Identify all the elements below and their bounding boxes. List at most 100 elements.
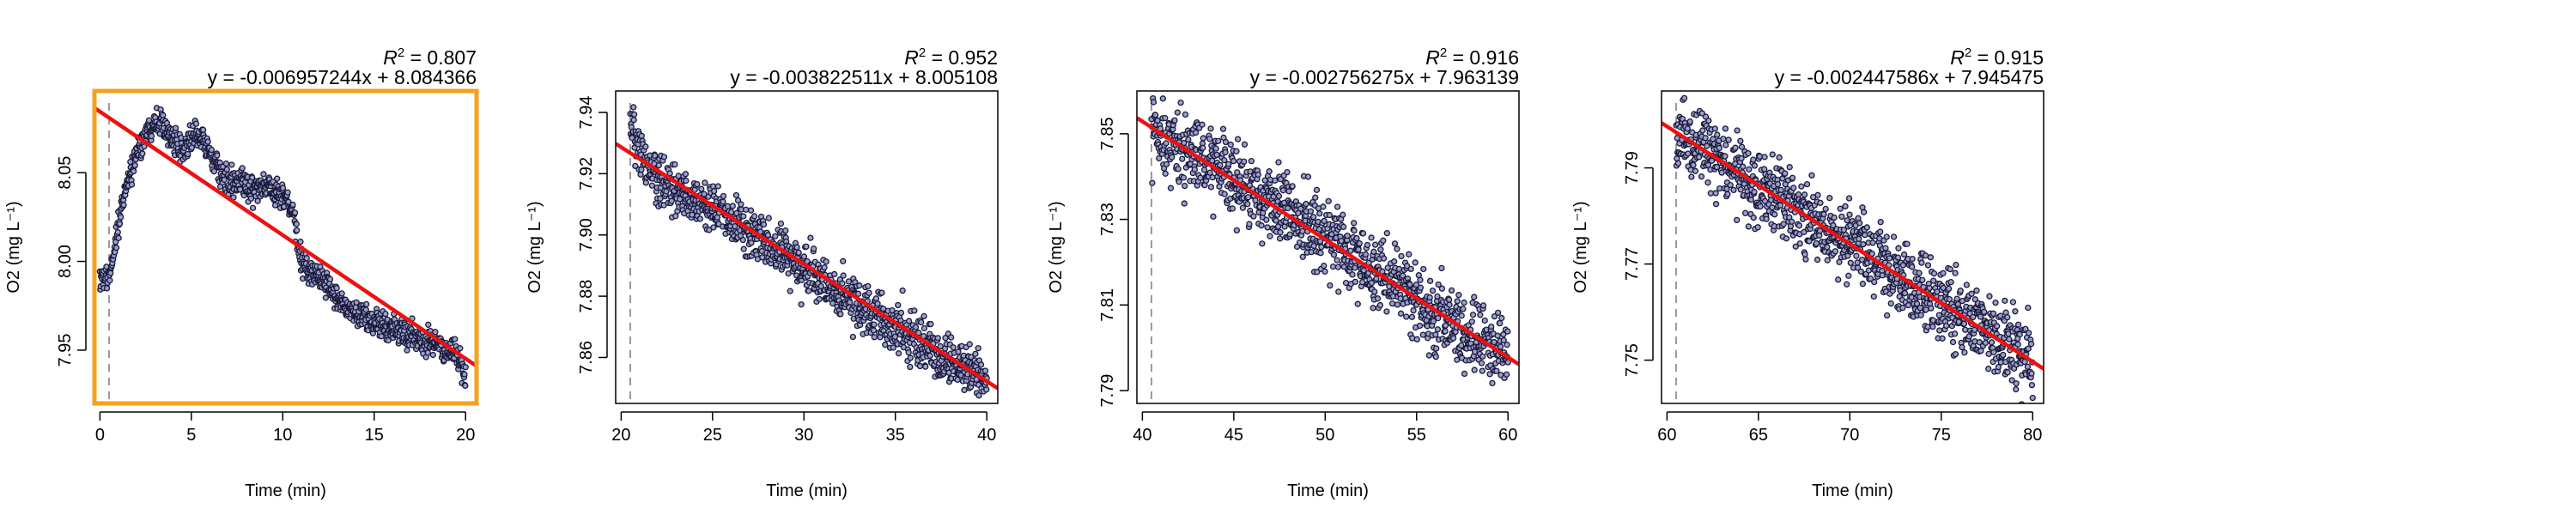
fit-line (94, 106, 477, 368)
y-tick-label: 7.88 (577, 280, 596, 313)
data-point (1817, 199, 1824, 207)
data-point (1734, 216, 1741, 224)
data-point (743, 206, 750, 213)
data-point (1234, 169, 1241, 176)
data-point (1790, 185, 1797, 191)
data-point (1454, 298, 1461, 305)
data-point (677, 196, 683, 203)
data-point (1362, 251, 1370, 258)
data-point (630, 111, 638, 118)
data-point (1435, 281, 1442, 288)
data-point (247, 195, 255, 202)
x-tick-label: 5 (186, 426, 196, 445)
data-point (1963, 282, 1970, 288)
data-point (666, 170, 673, 177)
data-point (1222, 138, 1230, 146)
data-point (632, 162, 639, 170)
y-axis: 7.95 8.00 8.05 O2 (mg L⁻¹) (4, 156, 87, 367)
data-point (1686, 118, 1693, 125)
data-point (1315, 226, 1323, 233)
data-point (1275, 159, 1282, 166)
data-point (966, 341, 973, 348)
data-point (1771, 211, 1778, 218)
data-point (1182, 111, 1189, 118)
data-point (840, 272, 847, 279)
data-point (637, 171, 644, 178)
data-point (2025, 345, 2032, 352)
data-point (948, 334, 955, 341)
data-point (1824, 257, 1831, 264)
data-point (424, 349, 431, 356)
data-point (1151, 112, 1159, 118)
data-point (1899, 304, 1906, 312)
fit-line (1662, 121, 2044, 371)
plot-frame (615, 90, 999, 404)
data-point (279, 185, 287, 191)
data-point (871, 321, 878, 328)
data-point (1718, 169, 1725, 176)
data-point (1200, 135, 1206, 142)
y-axis-title: O2 (mg L⁻¹) (1047, 201, 1066, 293)
data-point (1992, 299, 1999, 306)
data-point (1182, 182, 1188, 190)
data-point (1769, 151, 1776, 158)
data-point (1947, 278, 1954, 286)
data-point (1255, 171, 1261, 179)
data-point (1162, 114, 1169, 122)
data-point (1234, 136, 1242, 142)
data-point (1469, 312, 1477, 318)
data-point (1953, 261, 1959, 269)
data-point (1722, 125, 1729, 132)
data-point (800, 253, 808, 260)
data-point (1486, 371, 1493, 378)
x-tick-label: 75 (1932, 426, 1951, 445)
data-point (1241, 158, 1248, 165)
data-point (1890, 233, 1898, 240)
data-point (720, 192, 727, 200)
data-point (1727, 181, 1734, 189)
data-points (1148, 82, 1511, 387)
x-tick-label: 60 (1657, 426, 1676, 445)
data-point (1310, 214, 1317, 221)
data-point (1949, 338, 1957, 346)
data-point (382, 311, 389, 318)
data-point (1692, 167, 1699, 174)
data-point (141, 143, 148, 150)
data-point (950, 344, 957, 351)
data-point (1904, 240, 1911, 247)
data-point (1832, 248, 1839, 255)
data-point (1206, 136, 1213, 142)
data-point (1968, 290, 1975, 297)
data-point (683, 177, 690, 185)
data-point (915, 330, 922, 336)
data-point (1432, 353, 1439, 360)
data-point (1313, 186, 1321, 193)
data-point (1884, 312, 1891, 319)
data-point (1504, 342, 1510, 348)
data-point (1408, 313, 1416, 321)
data-point (1761, 197, 1769, 205)
data-point (1150, 82, 1155, 88)
data-point (642, 143, 649, 150)
highlight-frame (92, 88, 479, 406)
x-tick-label: 50 (1315, 426, 1334, 445)
data-point (1882, 245, 1889, 251)
data-point (294, 227, 301, 233)
data-point (1413, 282, 1420, 288)
data-point (839, 280, 846, 287)
data-point (2002, 297, 2008, 305)
data-point (1175, 166, 1182, 173)
data-point (1769, 204, 1776, 211)
data-point (1869, 239, 1876, 246)
data-point (1318, 244, 1325, 251)
data-point (1264, 224, 1271, 231)
data-point (1263, 216, 1270, 223)
data-point (1215, 137, 1222, 144)
data-point (1442, 328, 1449, 335)
data-point (1275, 192, 1283, 200)
data-point (1438, 285, 1445, 292)
data-point (103, 285, 111, 292)
data-point (2013, 380, 2020, 387)
data-point (1863, 224, 1871, 231)
